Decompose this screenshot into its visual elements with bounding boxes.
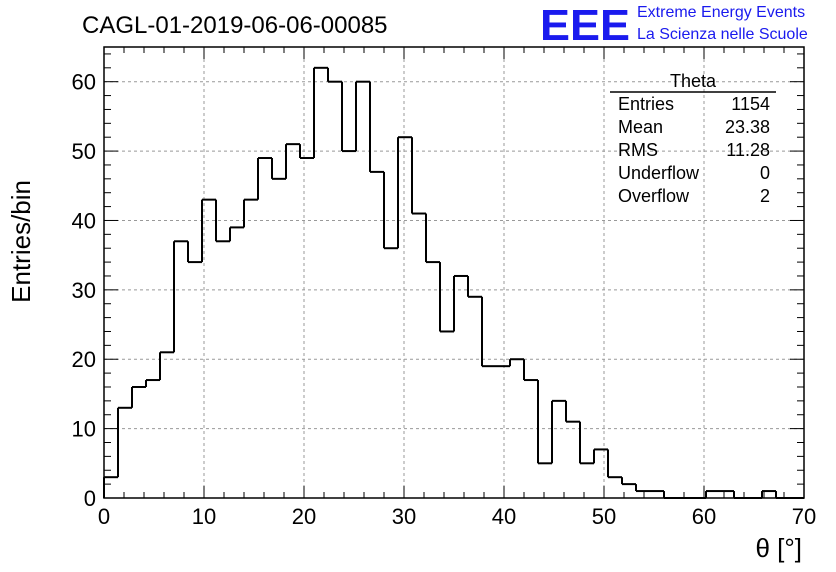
y-tick-label: 20 — [72, 347, 96, 372]
histogram-bin — [663, 491, 678, 499]
stats-row-label: Overflow — [618, 186, 690, 206]
histogram-bin — [537, 380, 552, 465]
histogram-bin — [131, 385, 146, 408]
histogram-bin — [523, 359, 538, 382]
histogram-bin — [299, 144, 314, 160]
histogram-bin — [201, 198, 216, 263]
stats-row-label: Underflow — [618, 163, 700, 183]
stats-box: Theta Entries 1154 Mean 23.38 RMS 11.28 Underf… — [610, 71, 776, 206]
chart-title: CAGL-01-2019-06-06-00085 — [82, 12, 388, 39]
histogram-bin — [117, 406, 132, 478]
histogram-bin — [467, 275, 482, 298]
x-tick-label: 0 — [98, 504, 110, 529]
histogram-bin — [145, 379, 160, 387]
x-axis-ticks: 0 10 20 30 40 50 60 70 — [98, 47, 816, 529]
histogram-bin — [173, 240, 188, 353]
logo-line-1: Extreme Energy Events — [637, 4, 805, 21]
histogram-bin — [551, 399, 566, 464]
histogram-bin — [243, 198, 258, 228]
histogram-bin — [411, 137, 426, 215]
stats-title: Theta — [670, 71, 717, 91]
plot-frame — [103, 46, 805, 499]
histogram-bin — [397, 136, 412, 249]
histogram-bin — [593, 448, 608, 464]
stats-row-label: RMS — [618, 140, 658, 160]
histogram-bin — [159, 351, 174, 381]
logo-letters: EEE — [540, 1, 630, 50]
histogram-bin — [341, 81, 356, 153]
y-tick-label: 40 — [72, 208, 96, 233]
stats-row-label: Entries — [618, 94, 674, 114]
histogram-bin — [481, 296, 496, 368]
y-tick-label: 10 — [72, 417, 96, 442]
stats-row: Mean 23.38 — [618, 117, 770, 137]
x-axis-label: θ [°] — [755, 533, 802, 563]
y-tick-label: 0 — [84, 486, 96, 511]
x-tick-label: 20 — [292, 504, 316, 529]
histogram-bin — [621, 477, 636, 486]
histogram-bin — [369, 81, 384, 173]
stats-row: Underflow 0 — [618, 163, 770, 183]
histogram-bin — [215, 199, 230, 243]
histogram-bin — [257, 157, 272, 200]
grid-lines — [104, 47, 804, 498]
x-tick-label: 70 — [792, 504, 816, 529]
plot-border — [103, 46, 805, 499]
x-tick-label: 40 — [492, 504, 516, 529]
histogram-bin — [733, 491, 748, 499]
histogram-bars — [103, 66, 804, 499]
histogram-bin — [439, 262, 454, 333]
stats-row: Overflow 2 — [618, 186, 770, 206]
stats-row-label: Mean — [618, 117, 663, 137]
stats-row-value: 1154 — [731, 94, 770, 114]
histogram-bin — [579, 421, 594, 465]
histogram-bin — [187, 241, 202, 264]
stats-row-value: 11.28 — [726, 140, 770, 160]
stats-row: RMS 11.28 — [618, 140, 770, 160]
x-tick-label: 50 — [592, 504, 616, 529]
histogram-bin — [565, 400, 580, 423]
stats-row-value: 23.38 — [725, 117, 770, 137]
eee-logo: EEE Extreme Energy Events La Scienza nel… — [540, 1, 808, 50]
histogram-bin — [635, 484, 650, 493]
stats-row-value: 0 — [760, 163, 770, 183]
logo-line-2: La Scienza nelle Scuole — [637, 26, 808, 43]
stats-row: Entries 1154 — [618, 94, 770, 114]
histogram-bin — [509, 358, 524, 367]
histogram-bin — [775, 491, 790, 499]
histogram-bin — [383, 171, 398, 250]
x-tick-label: 60 — [692, 504, 716, 529]
y-tick-label: 60 — [72, 70, 96, 95]
histogram-bin — [761, 490, 776, 498]
histogram-bin — [103, 476, 118, 498]
histogram-bin — [355, 80, 370, 152]
y-tick-label: 50 — [72, 139, 96, 164]
y-axis-label: Entries/bin — [6, 180, 36, 303]
stats-rows: Entries 1154 Mean 23.38 RMS 11.28 Underflow 0 Ov… — [618, 94, 770, 206]
x-tick-label: 10 — [192, 504, 216, 529]
histogram-bin — [327, 67, 342, 83]
histogram-bin — [285, 143, 300, 179]
histogram-bin — [453, 274, 468, 332]
histogram-bin — [271, 158, 286, 180]
y-tick-label: 30 — [72, 278, 96, 303]
stats-row-value: 2 — [760, 186, 770, 206]
histogram-bin — [229, 226, 244, 242]
histogram-bin — [607, 449, 622, 479]
x-tick-label: 30 — [392, 504, 416, 529]
histogram-bin — [705, 490, 720, 498]
histogram-bin — [425, 213, 440, 264]
histogram-bin — [313, 66, 328, 159]
